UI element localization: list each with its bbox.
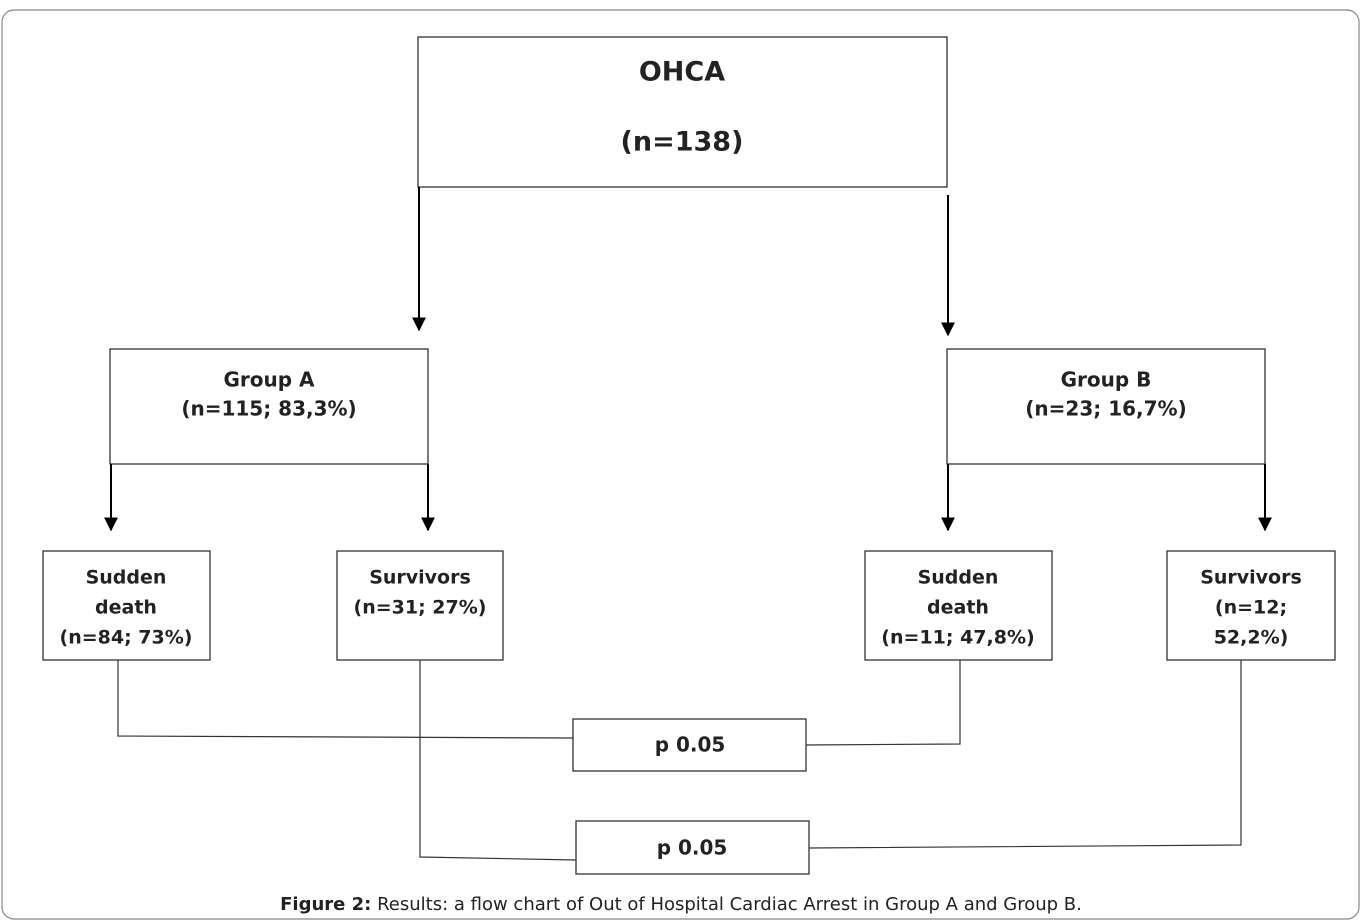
node-label: (n=23; 16,7%) <box>1025 397 1186 421</box>
node-box <box>864 550 1053 661</box>
node-label: (n=115; 83,3%) <box>181 397 356 421</box>
caption: Figure 2: Results: a flow chart of Out o… <box>280 894 1082 915</box>
node-box <box>1166 550 1336 661</box>
node-label: p 0.05 <box>657 836 728 860</box>
node-label: (n=11; 47,8%) <box>881 627 1034 649</box>
node-label: p 0.05 <box>655 733 726 757</box>
node-label: 52,2%) <box>1214 627 1289 649</box>
node-label: Sudden <box>918 567 999 589</box>
node-label: Group B <box>1061 368 1152 392</box>
node-box <box>109 348 429 465</box>
node-label: (n=84; 73%) <box>60 627 193 649</box>
node-label: Sudden <box>86 567 167 589</box>
node-box <box>572 718 807 772</box>
node-label: OHCA <box>639 57 725 88</box>
node-box <box>42 550 211 661</box>
node-label: (n=12; <box>1215 597 1287 619</box>
node-box <box>946 348 1266 465</box>
caption-label: Figure 2: <box>280 894 371 915</box>
node-box <box>575 820 810 875</box>
node-label: death <box>95 597 157 619</box>
node-label: (n=31; 27%) <box>354 597 487 619</box>
connector <box>805 660 961 746</box>
node-label: Group A <box>223 368 315 392</box>
node-label: Survivors <box>1200 567 1302 589</box>
node-label: Survivors <box>369 567 471 589</box>
node-label: (n=138) <box>621 127 744 158</box>
node-label: death <box>927 597 989 619</box>
connector <box>808 660 1242 849</box>
frame <box>1 9 1360 920</box>
node-box <box>417 36 948 188</box>
caption-text: Results: a flow chart of Out of Hospital… <box>377 894 1082 915</box>
connector <box>117 660 574 739</box>
connector <box>419 660 577 861</box>
